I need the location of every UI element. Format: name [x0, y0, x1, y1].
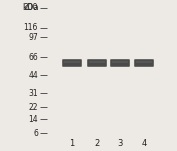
- Text: 44: 44: [28, 71, 38, 79]
- Bar: [136, 61, 152, 63]
- Text: kDa: kDa: [22, 3, 39, 12]
- Text: 3: 3: [117, 138, 123, 148]
- FancyBboxPatch shape: [134, 59, 154, 67]
- Text: 97: 97: [28, 32, 38, 42]
- Bar: [64, 61, 80, 63]
- Text: 116: 116: [24, 24, 38, 32]
- Text: 4: 4: [141, 138, 147, 148]
- Text: 2: 2: [94, 138, 100, 148]
- Bar: [112, 61, 128, 63]
- Text: 200: 200: [24, 3, 38, 13]
- Text: 14: 14: [28, 114, 38, 124]
- Text: 22: 22: [28, 103, 38, 111]
- Text: 1: 1: [69, 138, 75, 148]
- FancyBboxPatch shape: [87, 59, 107, 67]
- Text: 66: 66: [28, 53, 38, 61]
- FancyBboxPatch shape: [62, 59, 82, 67]
- Text: 6: 6: [33, 129, 38, 138]
- Bar: [89, 61, 105, 63]
- FancyBboxPatch shape: [110, 59, 130, 67]
- Text: 31: 31: [28, 88, 38, 98]
